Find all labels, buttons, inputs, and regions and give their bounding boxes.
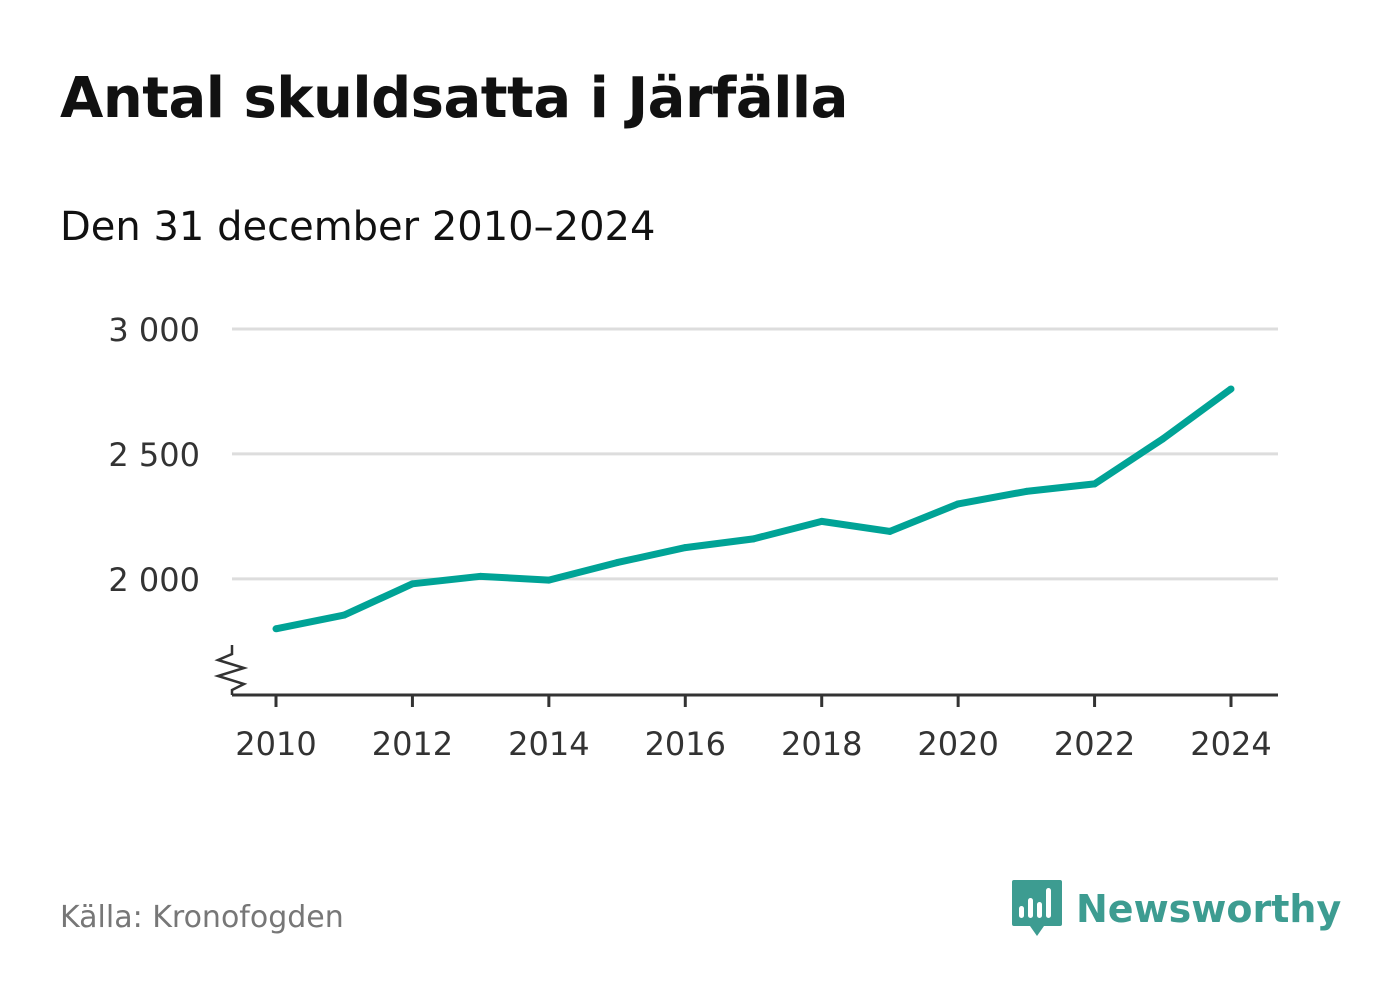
axis-break-marker — [213, 645, 249, 695]
data-point-2022 — [1091, 480, 1099, 488]
data-point-2016 — [681, 544, 689, 552]
series-layer — [272, 385, 1235, 633]
data-point-2023 — [1159, 435, 1167, 443]
data-point-2024 — [1227, 385, 1235, 393]
x-tick-label: 2020 — [917, 725, 998, 763]
x-tick-label: 2024 — [1190, 725, 1271, 763]
data-point-2011 — [340, 611, 348, 619]
chart-speech-bubble-icon — [1012, 880, 1062, 936]
brand-name: Newsworthy — [1076, 887, 1342, 931]
x-tick-label: 2014 — [508, 725, 589, 763]
data-point-2013 — [477, 572, 485, 580]
data-point-2019 — [886, 527, 894, 535]
y-tick-label: 3 000 — [108, 311, 200, 349]
data-point-2012 — [408, 580, 416, 588]
data-point-2020 — [954, 500, 962, 508]
chart-subtitle: Den 31 december 2010–2024 — [60, 204, 656, 250]
x-tick-label: 2018 — [781, 725, 862, 763]
x-tick-label: 2016 — [645, 725, 726, 763]
brand-logo: Newsworthy — [1010, 878, 1341, 940]
chart-title: Antal skuldsatta i Järfälla — [60, 66, 848, 131]
data-point-2018 — [818, 517, 826, 525]
data-point-2021 — [1022, 487, 1030, 495]
source-note: Källa: Kronofogden — [60, 900, 344, 935]
x-tick-label: 2010 — [235, 725, 316, 763]
x-axis: 2010 2012 2014 2016 2018 2020 2022 2024 — [213, 645, 1278, 763]
y-axis-ticks: 2 000 2 500 3 000 — [108, 311, 200, 599]
series-line-0 — [275, 386, 1234, 633]
x-tick-label: 2022 — [1054, 725, 1135, 763]
data-point-2015 — [613, 559, 621, 567]
gridlines — [232, 327, 1278, 581]
y-tick-label: 2 000 — [108, 561, 200, 599]
x-tick-label: 2012 — [372, 725, 453, 763]
data-point-2017 — [750, 535, 757, 543]
data-point-2014 — [545, 576, 553, 584]
data-point-2010 — [272, 625, 280, 633]
y-tick-label: 2 500 — [108, 436, 200, 474]
